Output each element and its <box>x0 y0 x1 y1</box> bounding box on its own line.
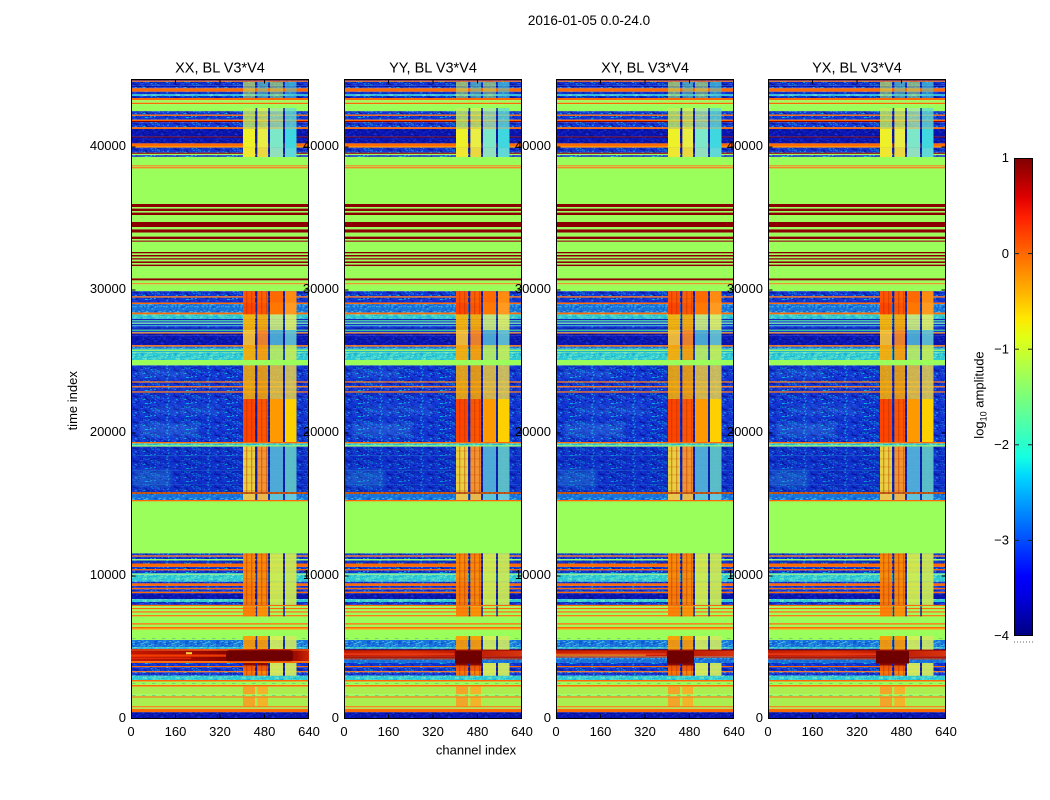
svg-text:20000: 20000 <box>515 424 551 439</box>
svg-text:0: 0 <box>756 710 763 725</box>
svg-text:480: 480 <box>254 724 276 739</box>
svg-text:20000: 20000 <box>90 424 126 439</box>
svg-text:0: 0 <box>127 724 134 739</box>
svg-text:160: 160 <box>378 724 400 739</box>
svg-text:1: 1 <box>1002 150 1009 165</box>
svg-text:320: 320 <box>422 724 444 739</box>
svg-text:0: 0 <box>119 710 126 725</box>
svg-text:0: 0 <box>764 724 771 739</box>
svg-text:40000: 40000 <box>515 138 551 153</box>
svg-text:160: 160 <box>802 724 824 739</box>
svg-text:YX, BL V3*V4: YX, BL V3*V4 <box>812 61 902 77</box>
svg-text:320: 320 <box>846 724 868 739</box>
svg-text:640: 640 <box>298 724 320 739</box>
svg-text:480: 480 <box>679 724 701 739</box>
svg-text:0: 0 <box>332 710 339 725</box>
svg-text:320: 320 <box>209 724 231 739</box>
svg-text:30000: 30000 <box>90 281 126 296</box>
svg-text:160: 160 <box>590 724 612 739</box>
svg-text:10000: 10000 <box>515 567 551 582</box>
svg-text:480: 480 <box>891 724 913 739</box>
svg-text:−4: −4 <box>994 628 1009 643</box>
svg-text:XX, BL V3*V4: XX, BL V3*V4 <box>175 61 265 77</box>
svg-text:40000: 40000 <box>90 138 126 153</box>
svg-text:480: 480 <box>467 724 489 739</box>
svg-text:30000: 30000 <box>303 281 339 296</box>
svg-text:320: 320 <box>634 724 656 739</box>
svg-text:−3: −3 <box>994 533 1009 548</box>
svg-text:160: 160 <box>165 724 187 739</box>
svg-text:0: 0 <box>1002 246 1009 261</box>
svg-text:log10 amplitude: log10 amplitude <box>972 351 989 438</box>
svg-text:0: 0 <box>552 724 559 739</box>
svg-text:40000: 40000 <box>727 138 763 153</box>
svg-text:time index: time index <box>65 371 80 431</box>
svg-text:30000: 30000 <box>727 281 763 296</box>
svg-text:YY, BL V3*V4: YY, BL V3*V4 <box>389 61 477 77</box>
svg-text:2016-01-05 0.0-24.0: 2016-01-05 0.0-24.0 <box>528 13 650 28</box>
svg-text:640: 640 <box>511 724 533 739</box>
svg-text:−1: −1 <box>994 341 1009 356</box>
svg-text:20000: 20000 <box>727 424 763 439</box>
svg-text:640: 640 <box>935 724 957 739</box>
svg-text:20000: 20000 <box>303 424 339 439</box>
svg-text:640: 640 <box>723 724 745 739</box>
svg-text:10000: 10000 <box>90 567 126 582</box>
svg-text:0: 0 <box>340 724 347 739</box>
svg-text:30000: 30000 <box>515 281 551 296</box>
svg-text:−2: −2 <box>994 437 1009 452</box>
svg-text:channel index: channel index <box>436 743 517 758</box>
svg-text:40000: 40000 <box>303 138 339 153</box>
svg-text:XY, BL V3*V4: XY, BL V3*V4 <box>601 61 689 77</box>
svg-text:0: 0 <box>544 710 551 725</box>
svg-text:10000: 10000 <box>727 567 763 582</box>
svg-text:10000: 10000 <box>303 567 339 582</box>
